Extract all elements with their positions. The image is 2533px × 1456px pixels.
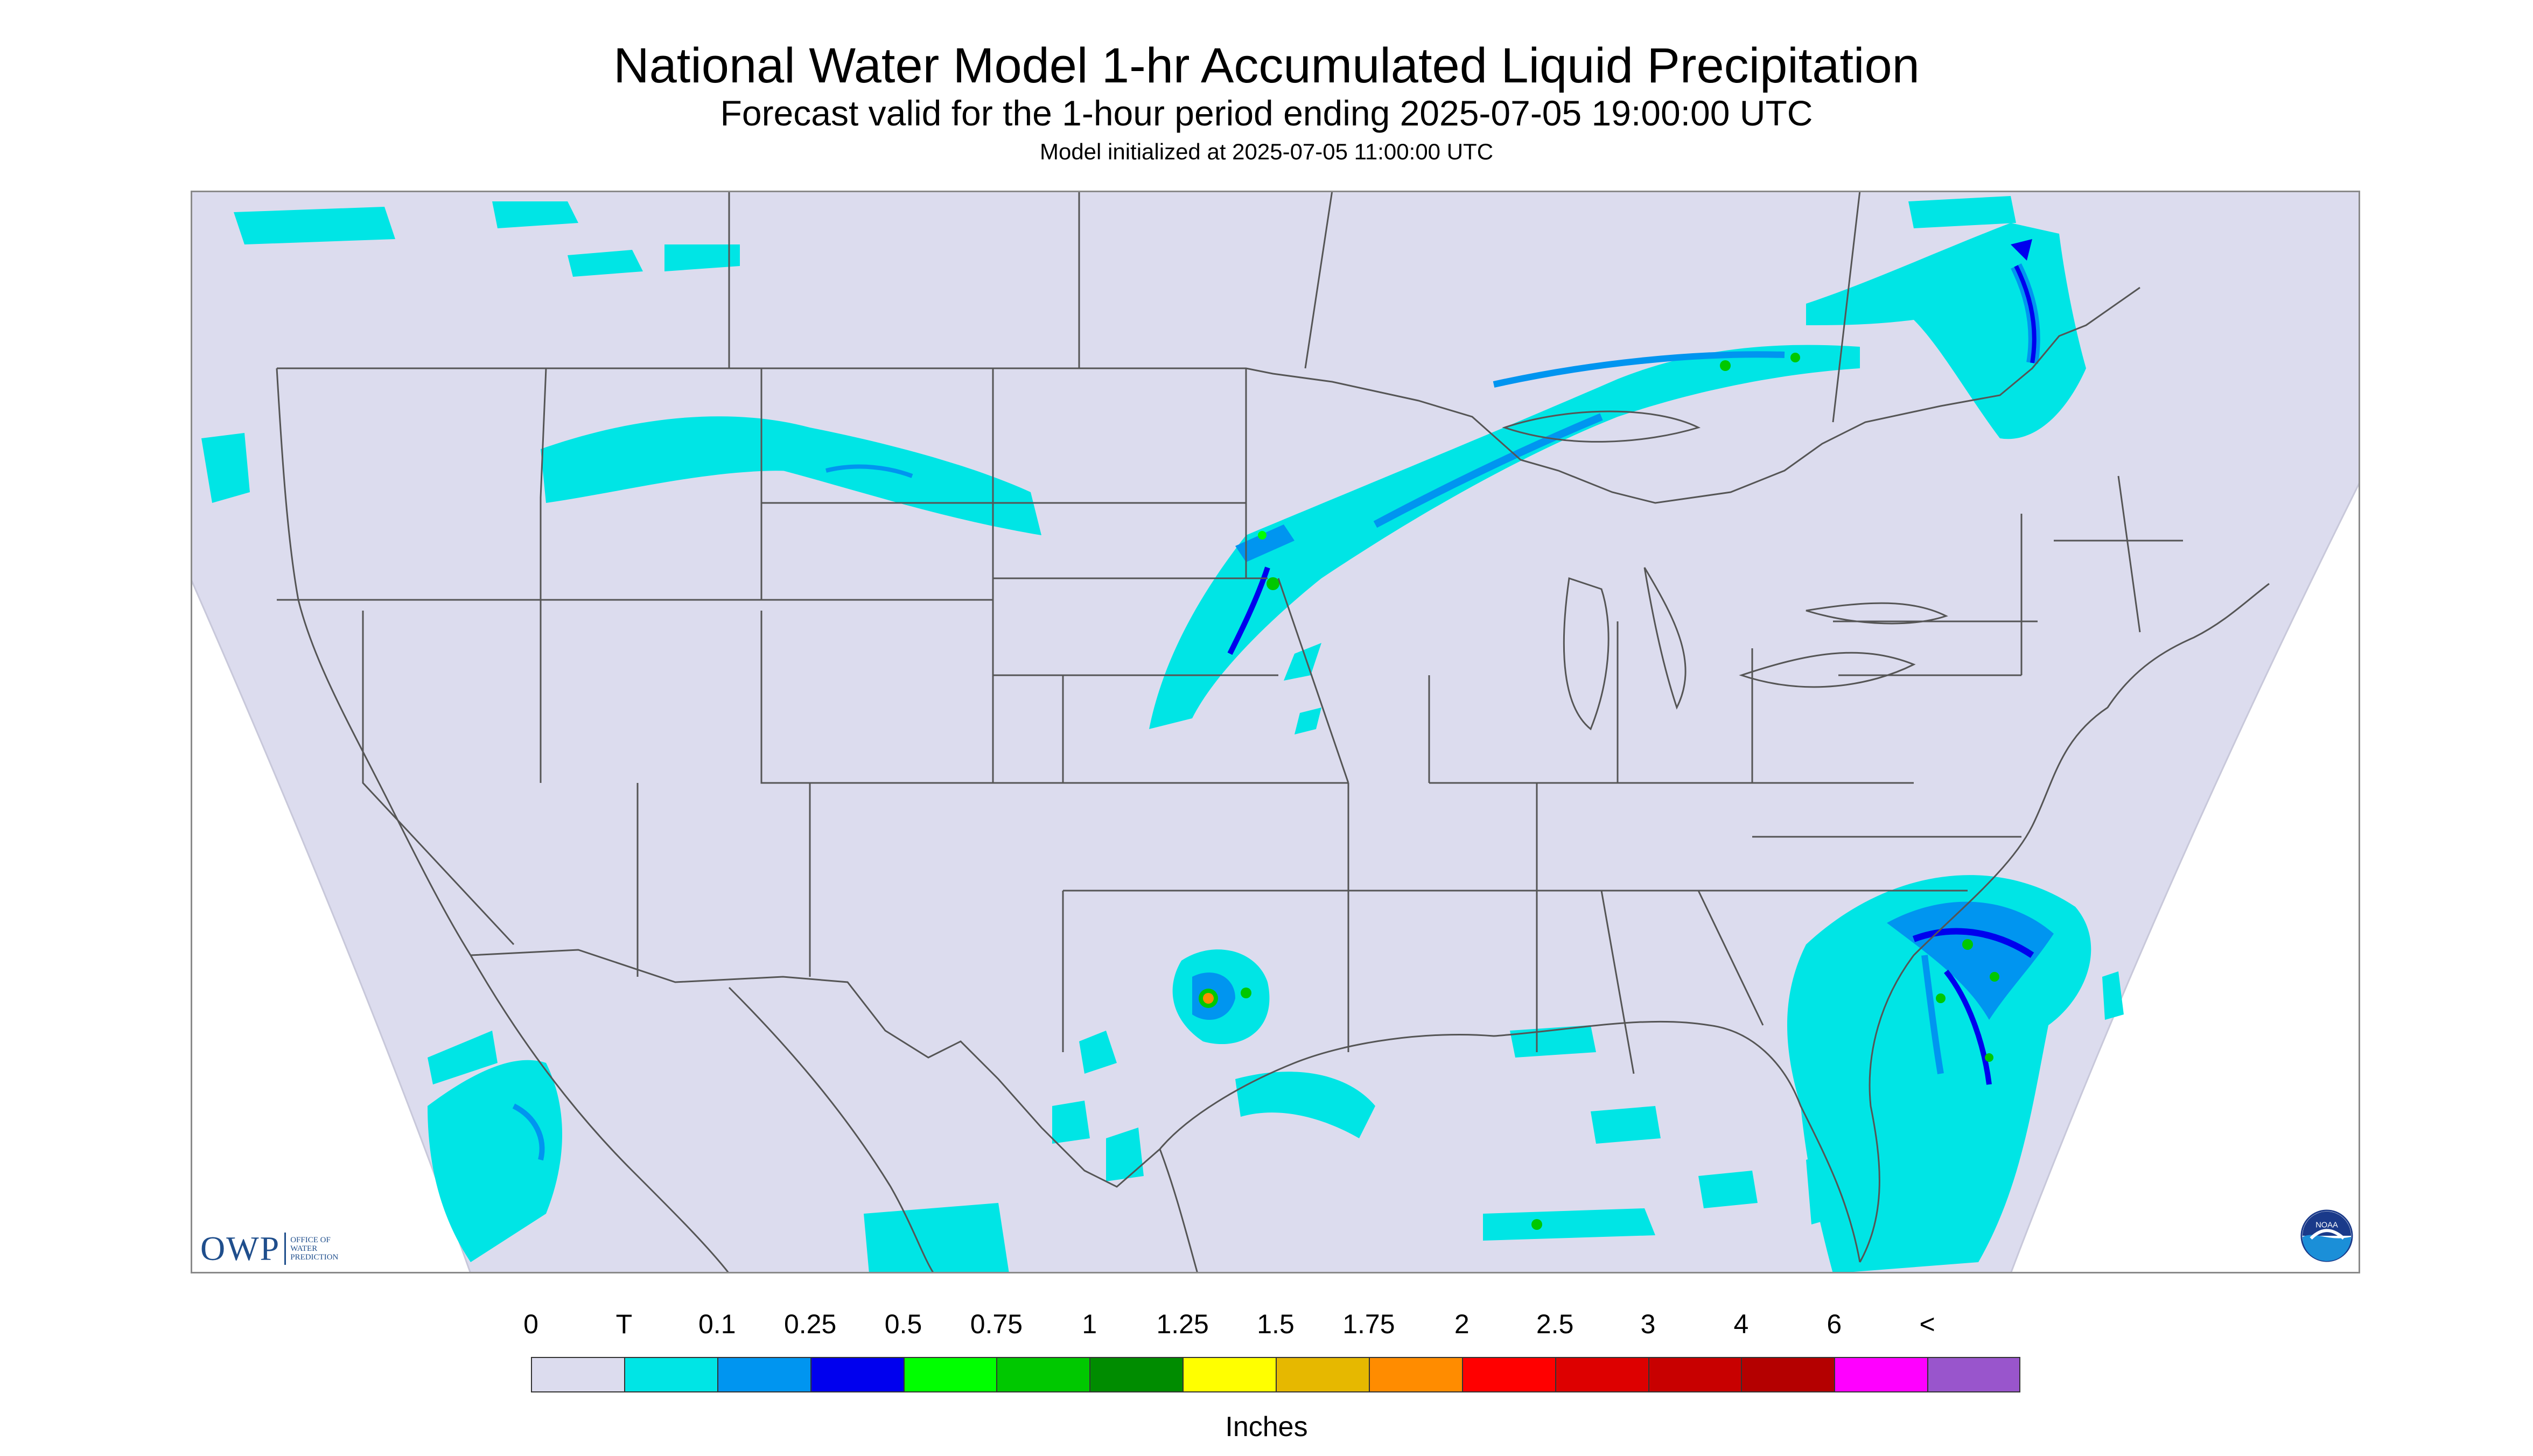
legend-swatch (1927, 1357, 2020, 1392)
precip-areas (201, 196, 2124, 1273)
legend-swatch (996, 1357, 1090, 1392)
legend-tick-label: 6 (1827, 1309, 1842, 1339)
legend-swatch (1368, 1357, 1462, 1392)
legend-tick-label: 2 (1454, 1309, 1470, 1339)
legend-swatch (1276, 1357, 1369, 1392)
map-title: National Water Model 1-hr Accumulated Li… (613, 38, 1920, 93)
legend-swatch (903, 1357, 997, 1392)
legend-tick-label: T (615, 1309, 633, 1339)
legend-swatch (624, 1357, 717, 1392)
legend-swatch (531, 1357, 624, 1392)
precipitation-map (191, 191, 2360, 1273)
legend-swatch (1461, 1357, 1555, 1392)
legend-tick-label: 0.5 (884, 1309, 922, 1339)
precip-pacific-sw (428, 1060, 562, 1262)
legend-swatch (717, 1357, 810, 1392)
map-canvas (191, 191, 2360, 1273)
legend-units: Inches (1225, 1411, 1308, 1443)
noaa-logo-text: NOAA (2315, 1221, 2338, 1229)
legend-tick-label: 1.75 (1342, 1309, 1395, 1339)
legend-tick-label: 1.5 (1257, 1309, 1295, 1339)
legend-swatch (1089, 1357, 1183, 1392)
legend-tick-label: 2.5 (1536, 1309, 1574, 1339)
legend-swatch (1834, 1357, 1928, 1392)
left-outside-domain (191, 578, 471, 1273)
owp-logo-text: OFFICE OF WATER PREDICTION (290, 1236, 338, 1262)
owp-logo-line3: PREDICTION (290, 1253, 339, 1262)
legend-swatch (1648, 1357, 1741, 1392)
map-borders (276, 191, 2270, 1273)
legend-swatch (1182, 1357, 1276, 1392)
noaa-logo-icon: NOAA (2300, 1209, 2353, 1262)
model-init-text: Model initialized at 2025-07-05 11:00:00… (1039, 139, 1494, 164)
owp-logo-acronym: OWP (200, 1229, 281, 1268)
precip-northern-tier (541, 416, 1041, 535)
legend-tick-label: < (1919, 1309, 1935, 1339)
legend-tick-label: 3 (1640, 1309, 1656, 1339)
legend-tick-label: 1.25 (1156, 1309, 1209, 1339)
legend-swatch (810, 1357, 904, 1392)
precip-mexico-south (864, 1203, 1009, 1273)
owp-logo-divider (284, 1233, 286, 1265)
owp-logo-line2: WATER (290, 1244, 318, 1253)
legend-tick-label: 1 (1082, 1309, 1097, 1339)
legend-tick-label: 0.75 (970, 1309, 1023, 1339)
legend-swatch (1555, 1357, 1648, 1392)
legend-tick-label: 0.1 (698, 1309, 736, 1339)
owp-logo-line1: OFFICE OF (290, 1236, 331, 1244)
map-subtitle: Forecast valid for the 1-hour period end… (720, 93, 1813, 133)
legend-tick-label: 0 (523, 1309, 538, 1339)
right-outside-domain (2011, 481, 2360, 1273)
legend-tick-label: 4 (1733, 1309, 1749, 1339)
owp-logo: OWP OFFICE OF WATER PREDICTION (200, 1229, 338, 1269)
legend-tick-label: 0.25 (783, 1309, 837, 1339)
legend-swatch (1741, 1357, 1835, 1392)
